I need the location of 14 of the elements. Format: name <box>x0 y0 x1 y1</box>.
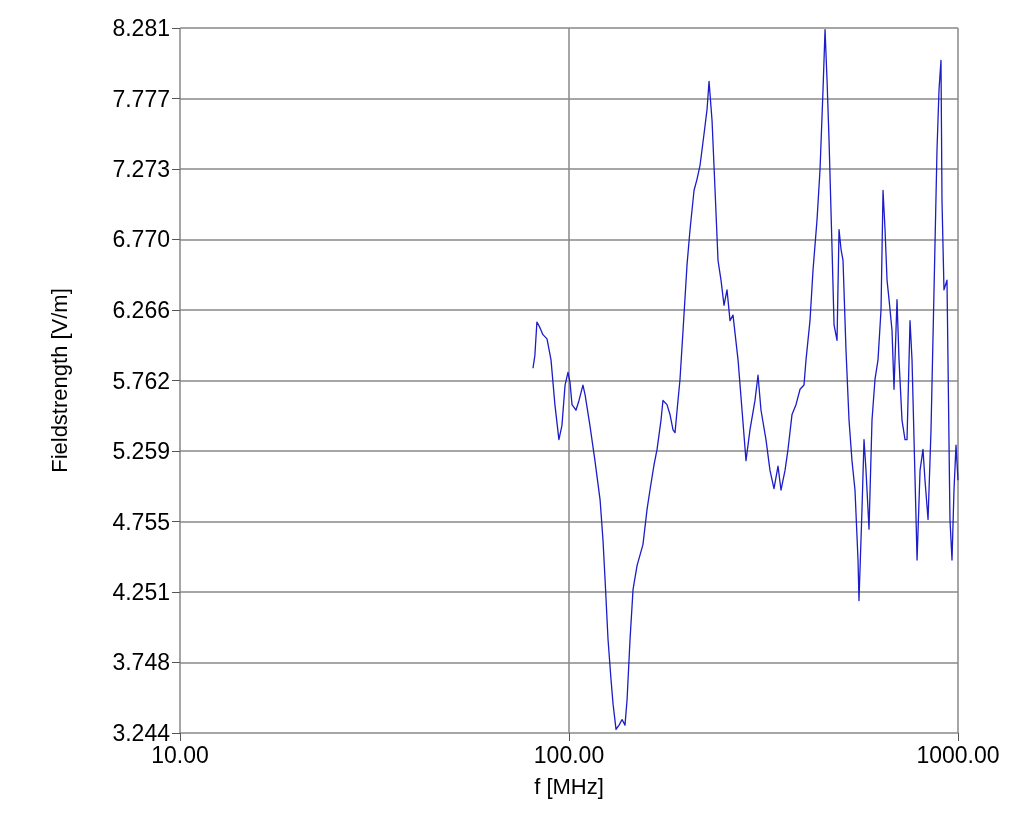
y-tick-label: 6.266 <box>112 297 170 324</box>
y-tick-label: 4.251 <box>112 579 170 606</box>
y-tick-label: 3.748 <box>112 649 170 676</box>
y-tick-label: 5.762 <box>112 367 170 394</box>
x-tick-label: 1000.00 <box>916 741 1000 768</box>
x-axis-title: f [MHz] <box>534 773 604 799</box>
y-tick-label: 6.770 <box>112 226 170 253</box>
x-tick-label: 100.00 <box>533 741 605 768</box>
y-tick-label: 5.259 <box>112 437 170 464</box>
y-tick-label: 7.777 <box>112 85 170 112</box>
y-axis-title: Fieldstrength [V/m] <box>46 288 72 473</box>
y-tick-label: 4.755 <box>112 508 170 535</box>
y-tick-label: 7.273 <box>112 156 170 183</box>
y-tick-label: 8.281 <box>112 15 170 41</box>
